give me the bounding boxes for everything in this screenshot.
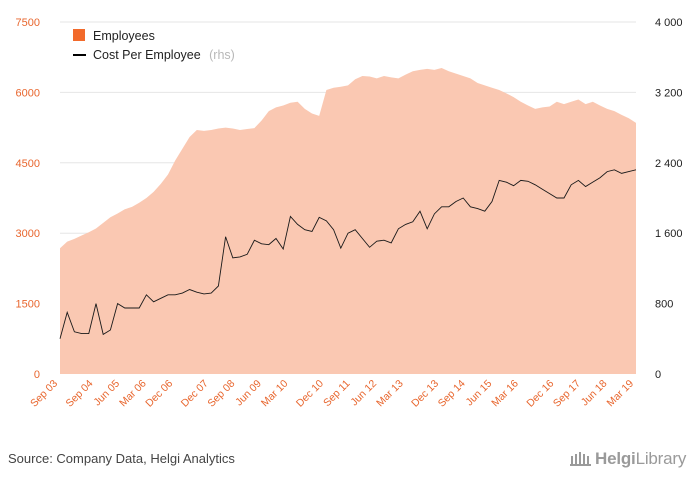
legend-employees-swatch bbox=[73, 29, 85, 41]
x-tick-label: Sep 14 bbox=[436, 378, 468, 410]
x-tick-label: Jun 12 bbox=[348, 378, 379, 409]
x-tick-label: Dec 13 bbox=[409, 378, 441, 410]
cost-per-employee-line bbox=[59, 169, 637, 339]
legend-cost-suffix: (rhs) bbox=[209, 48, 235, 62]
right-tick-label: 2 400 bbox=[655, 158, 683, 170]
x-tick-label: Jun 05 bbox=[91, 378, 122, 409]
x-tick-label: Sep 04 bbox=[64, 378, 96, 410]
x-tick-label: Mar 10 bbox=[259, 378, 291, 410]
x-tick-label: Dec 07 bbox=[179, 378, 211, 410]
helgi-library-logo: HelgiLibrary bbox=[570, 449, 686, 471]
source-note: Source: Company Data, Helgi Analytics bbox=[8, 451, 235, 466]
left-tick-label: 0 bbox=[34, 369, 40, 381]
x-tick-label: Mar 19 bbox=[605, 378, 637, 410]
x-tick-label: Sep 08 bbox=[205, 378, 237, 410]
x-tick-label: Mar 06 bbox=[117, 378, 149, 410]
x-tick-label: Mar 16 bbox=[489, 378, 521, 410]
right-tick-label: 3 200 bbox=[655, 87, 683, 99]
legend-cost-label: Cost Per Employee (rhs) bbox=[93, 46, 235, 63]
x-tick-label: Dec 16 bbox=[524, 378, 556, 410]
employees-area bbox=[60, 67, 636, 375]
x-tick-label: Dec 06 bbox=[143, 378, 175, 410]
right-tick-label: 1 600 bbox=[655, 228, 683, 240]
left-axis-ticks: 0 1500 3000 4500 6000 7500 bbox=[16, 17, 40, 381]
library-building-icon bbox=[570, 450, 592, 471]
x-tick-label: Sep 03 bbox=[28, 378, 60, 410]
x-tick-label: Sep 11 bbox=[321, 378, 353, 410]
right-axis-ticks: 0 800 1 600 2 400 3 200 4 000 bbox=[655, 17, 683, 381]
x-tick-label: Jun 15 bbox=[464, 378, 495, 409]
right-tick-label: 4 000 bbox=[655, 17, 683, 29]
left-tick-label: 4500 bbox=[16, 158, 40, 170]
right-tick-label: 800 bbox=[655, 299, 673, 311]
legend: Employees Cost Per Employee (rhs) bbox=[73, 29, 235, 63]
chart: 0 1500 3000 4500 6000 7500 0 800 1 600 2 400 3 20… bbox=[16, 17, 683, 410]
right-tick-label: 0 bbox=[655, 369, 661, 381]
x-tick-label: Dec 10 bbox=[294, 378, 326, 410]
x-tick-label: Jun 18 bbox=[579, 378, 610, 409]
x-tick-label: Sep 17 bbox=[551, 378, 583, 410]
left-tick-label: 1500 bbox=[16, 299, 40, 311]
left-tick-label: 3000 bbox=[16, 228, 40, 240]
logo-bold: Helgi bbox=[595, 449, 636, 468]
x-tick-label: Mar 13 bbox=[374, 378, 406, 410]
x-tick-label: Jun 09 bbox=[233, 378, 264, 409]
left-tick-label: 7500 bbox=[16, 17, 40, 29]
left-tick-label: 6000 bbox=[16, 87, 40, 99]
legend-employees-label: Employees bbox=[93, 29, 155, 43]
logo-light: Library bbox=[635, 449, 687, 468]
legend-cost-name: Cost Per Employee bbox=[93, 48, 201, 62]
